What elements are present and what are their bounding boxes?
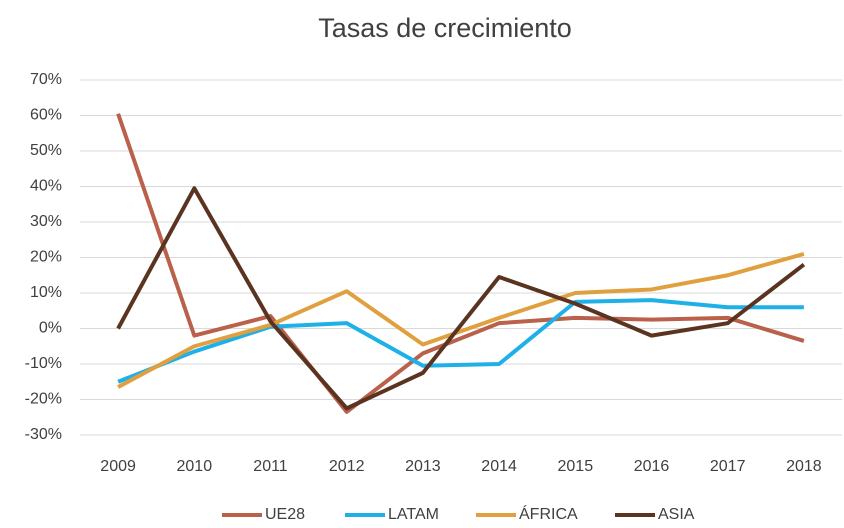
y-tick-label: 20% [30,249,62,266]
series-line [117,252,805,389]
x-tick-label: 2011 [253,458,288,475]
legend-label: ASIA [658,506,695,523]
y-tick-label: -20% [25,391,62,408]
y-tick-label: 70% [30,71,62,88]
x-tick-label: 2013 [405,458,441,475]
legend-label: UE28 [265,506,305,523]
y-tick-label: 50% [30,142,62,159]
y-tick-label: 60% [30,107,62,124]
series-line [117,298,804,384]
legend-label: ÁFRICA [519,504,578,523]
series-line [116,186,806,411]
x-tick-label: 2017 [710,458,746,475]
x-tick-label: 2015 [558,458,594,475]
y-tick-label: 0% [39,320,62,337]
series-line [116,113,805,414]
x-tick-label: 2014 [481,458,517,475]
y-tick-label: 10% [30,284,62,301]
legend-label: LATAM [388,506,439,523]
chart-title: Tasas de crecimiento [318,13,572,43]
y-tick-label: -10% [25,355,62,372]
x-tick-label: 2009 [100,458,136,475]
x-tick-label: 2018 [786,458,822,475]
x-tick-label: 2016 [634,458,670,475]
y-tick-label: 40% [30,178,62,195]
y-tick-label: 30% [30,213,62,230]
x-tick-label: 2010 [177,458,213,475]
x-tick-label: 2012 [329,458,365,475]
y-tick-label: -30% [25,426,62,443]
